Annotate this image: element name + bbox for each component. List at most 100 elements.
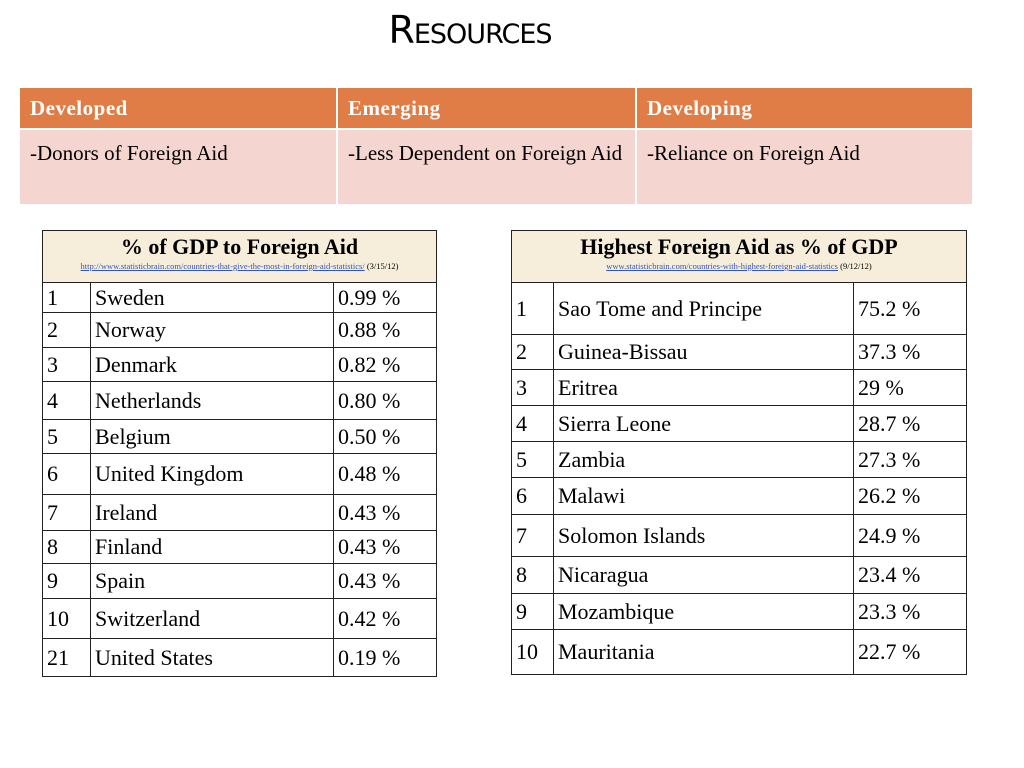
country: Guinea-Bissau bbox=[553, 334, 854, 370]
table-title: % of GDP to Foreign Aid http://www.statis… bbox=[42, 230, 437, 283]
left-table: % of GDP to Foreign Aid http://www.statis… bbox=[42, 230, 437, 677]
data-row: 7 Solomon Islands 24.9 % bbox=[511, 514, 967, 557]
data-row: 5 Zambia 27.3 % bbox=[511, 441, 967, 478]
country: Spain bbox=[90, 563, 334, 599]
country: Eritrea bbox=[553, 369, 854, 406]
value: 0.43 % bbox=[333, 494, 437, 531]
rank: 21 bbox=[42, 638, 91, 677]
source-date: (3/15/12) bbox=[366, 261, 399, 271]
data-row: 1 Sweden 0.99 % bbox=[42, 282, 437, 313]
cell: -Reliance on Foreign Aid bbox=[635, 128, 974, 206]
data-row: 6 United Kingdom 0.48 % bbox=[42, 453, 437, 495]
body-row: -Donors of Foreign Aid -Less Dependent on… bbox=[18, 128, 974, 206]
value: 23.4 % bbox=[853, 556, 967, 594]
rank: 2 bbox=[511, 334, 554, 370]
header-row: % of GDP to Foreign Aid http://www.statis… bbox=[42, 230, 437, 283]
rank: 8 bbox=[42, 530, 91, 564]
value: 0.48 % bbox=[333, 453, 437, 495]
data-row: 6 Malawi 26.2 % bbox=[511, 477, 967, 515]
cell-text: -Donors of Foreign Aid bbox=[30, 141, 228, 165]
rank: 1 bbox=[42, 282, 91, 313]
country: Belgium bbox=[90, 419, 334, 454]
value: 29 % bbox=[853, 369, 967, 406]
source-link[interactable]: http://www.statisticbrain.com/countries-… bbox=[80, 261, 365, 271]
country: Mozambique bbox=[553, 593, 854, 630]
rank: 5 bbox=[42, 419, 91, 454]
data-row: 5 Belgium 0.50 % bbox=[42, 419, 437, 454]
country: United Kingdom bbox=[90, 453, 334, 495]
value: 0.42 % bbox=[333, 598, 437, 639]
rank: 6 bbox=[511, 477, 554, 515]
value: 27.3 % bbox=[853, 441, 967, 478]
rank: 9 bbox=[42, 563, 91, 599]
country: Sweden bbox=[90, 282, 334, 313]
data-row: 7 Ireland 0.43 % bbox=[42, 494, 437, 531]
data-row: 3 Eritrea 29 % bbox=[511, 369, 967, 406]
value: 22.7 % bbox=[853, 629, 967, 675]
country: Zambia bbox=[553, 441, 854, 478]
source-link[interactable]: www.statisticbrain.com/countries-with-hi… bbox=[606, 261, 838, 271]
value: 23.3 % bbox=[853, 593, 967, 630]
country: United States bbox=[90, 638, 334, 677]
rank: 5 bbox=[511, 441, 554, 478]
table-title: Highest Foreign Aid as % of GDP www.stati… bbox=[511, 230, 967, 283]
data-row: 1 Sao Tome and Principe 75.2 % bbox=[511, 282, 967, 335]
rank: 3 bbox=[511, 369, 554, 406]
country: Denmark bbox=[90, 347, 334, 382]
data-row: 10 Mauritania 22.7 % bbox=[511, 629, 967, 675]
rank: 8 bbox=[511, 556, 554, 594]
value: 0.43 % bbox=[333, 530, 437, 564]
rank: 1 bbox=[511, 282, 554, 335]
src: www.statisticbrain.com/countries-with-hi… bbox=[516, 261, 962, 271]
rank: 7 bbox=[42, 494, 91, 531]
country: Ireland bbox=[90, 494, 334, 531]
country: Mauritania bbox=[553, 629, 854, 675]
rank: 6 bbox=[42, 453, 91, 495]
data-row: 8 Nicaragua 23.4 % bbox=[511, 556, 967, 594]
column-header: Developing bbox=[635, 86, 974, 130]
data-row: 8 Finland 0.43 % bbox=[42, 530, 437, 564]
rank: 3 bbox=[42, 347, 91, 382]
column-header: Emerging bbox=[336, 86, 637, 130]
value: 0.43 % bbox=[333, 563, 437, 599]
rank: 9 bbox=[511, 593, 554, 630]
value: 24.9 % bbox=[853, 514, 967, 557]
data-row: 3 Denmark 0.82 % bbox=[42, 347, 437, 382]
data-row: 10 Switzerland 0.42 % bbox=[42, 598, 437, 639]
categories-table: Developed Emerging Developing -Donors of F… bbox=[18, 86, 974, 206]
country: Nicaragua bbox=[553, 556, 854, 594]
header-row: Developed Emerging Developing bbox=[18, 86, 974, 130]
title-text: % of GDP to Foreign Aid bbox=[120, 234, 359, 259]
value: 28.7 % bbox=[853, 405, 967, 442]
slide-title: Resources bbox=[388, 8, 552, 52]
data-row: 2 Guinea-Bissau 37.3 % bbox=[511, 334, 967, 370]
rank: 2 bbox=[42, 312, 91, 348]
cell: -Less Dependent on Foreign Aid bbox=[336, 128, 637, 206]
country: Norway bbox=[90, 312, 334, 348]
value: 0.19 % bbox=[333, 638, 437, 677]
rank: 7 bbox=[511, 514, 554, 557]
value: 75.2 % bbox=[853, 282, 967, 335]
country: Malawi bbox=[553, 477, 854, 515]
country: Sao Tome and Principe bbox=[553, 282, 854, 335]
data-row: 4 Netherlands 0.80 % bbox=[42, 381, 437, 420]
data-row: 2 Norway 0.88 % bbox=[42, 312, 437, 348]
value: 0.80 % bbox=[333, 381, 437, 420]
column-header: Developed bbox=[18, 86, 338, 130]
value: 37.3 % bbox=[853, 334, 967, 370]
value: 26.2 % bbox=[853, 477, 967, 515]
data-row: 9 Spain 0.43 % bbox=[42, 563, 437, 599]
data-row: 9 Mozambique 23.3 % bbox=[511, 593, 967, 630]
country: Sierra Leone bbox=[553, 405, 854, 442]
cell: -Donors of Foreign Aid bbox=[18, 128, 338, 206]
value: 0.88 % bbox=[333, 312, 437, 348]
country: Switzerland bbox=[90, 598, 334, 639]
rank: 10 bbox=[511, 629, 554, 675]
rank: 4 bbox=[511, 405, 554, 442]
country: Solomon Islands bbox=[553, 514, 854, 557]
value: 0.50 % bbox=[333, 419, 437, 454]
rank: 10 bbox=[42, 598, 91, 639]
rank: 4 bbox=[42, 381, 91, 420]
data-row: 4 Sierra Leone 28.7 % bbox=[511, 405, 967, 442]
